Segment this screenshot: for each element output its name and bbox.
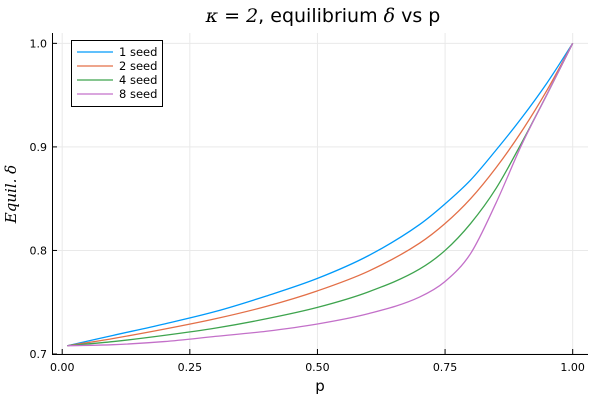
x-ticks: 0.00 0.25 0.50 0.75 1.00 bbox=[50, 349, 585, 374]
legend-label: 4 seed bbox=[119, 73, 157, 87]
series-line-1 bbox=[67, 42, 574, 347]
y-axis-label: Equil. δ bbox=[2, 165, 20, 224]
series-line-4 bbox=[67, 43, 574, 347]
y-tick-label: 0.7 bbox=[30, 348, 48, 361]
series-line-2 bbox=[67, 43, 574, 347]
y-tick-label: 1.0 bbox=[30, 37, 48, 50]
series-lines bbox=[67, 42, 574, 347]
legend-label: 2 seed bbox=[119, 59, 157, 73]
title-suffix: vs p bbox=[395, 5, 440, 27]
title-math-delta: δ bbox=[384, 5, 395, 27]
chart-title: κ = 2, equilibrium δ vs p bbox=[205, 5, 441, 27]
title-text: , equilibrium bbox=[258, 5, 383, 27]
title-math-kappa: κ = 2 bbox=[205, 5, 259, 27]
legend-label: 8 seed bbox=[119, 87, 157, 101]
y-tick-label: 0.8 bbox=[30, 244, 48, 257]
x-tick-label: 0.75 bbox=[433, 361, 458, 374]
legend-label: 1 seed bbox=[119, 45, 157, 59]
x-axis-label: p bbox=[315, 377, 325, 395]
x-tick-label: 0.25 bbox=[178, 361, 203, 374]
x-tick-label: 0.50 bbox=[305, 361, 330, 374]
y-ticks: 0.7 0.8 0.9 1.0 bbox=[30, 37, 57, 361]
y-tick-label: 0.9 bbox=[30, 141, 48, 154]
x-tick-label: 0.00 bbox=[50, 361, 75, 374]
x-tick-label: 1.00 bbox=[560, 361, 585, 374]
series-line-3 bbox=[67, 43, 574, 347]
